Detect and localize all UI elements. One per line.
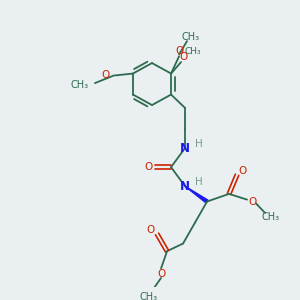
Text: O: O: [157, 269, 165, 279]
Text: O: O: [175, 46, 183, 56]
Text: O: O: [102, 70, 110, 80]
Text: N: N: [180, 180, 190, 193]
Text: H: H: [195, 177, 203, 188]
Text: O: O: [238, 166, 246, 176]
Text: O: O: [146, 225, 154, 235]
Text: CH₃: CH₃: [140, 292, 158, 300]
Polygon shape: [185, 186, 208, 203]
Text: CH₃: CH₃: [262, 212, 280, 222]
Text: H: H: [195, 139, 203, 149]
Text: O: O: [144, 162, 152, 172]
Text: CH₃: CH₃: [185, 47, 201, 56]
Text: O: O: [248, 197, 256, 208]
Text: CH₃: CH₃: [71, 80, 89, 90]
Text: CH₃: CH₃: [182, 32, 200, 42]
Text: O: O: [179, 52, 187, 62]
Text: N: N: [180, 142, 190, 154]
